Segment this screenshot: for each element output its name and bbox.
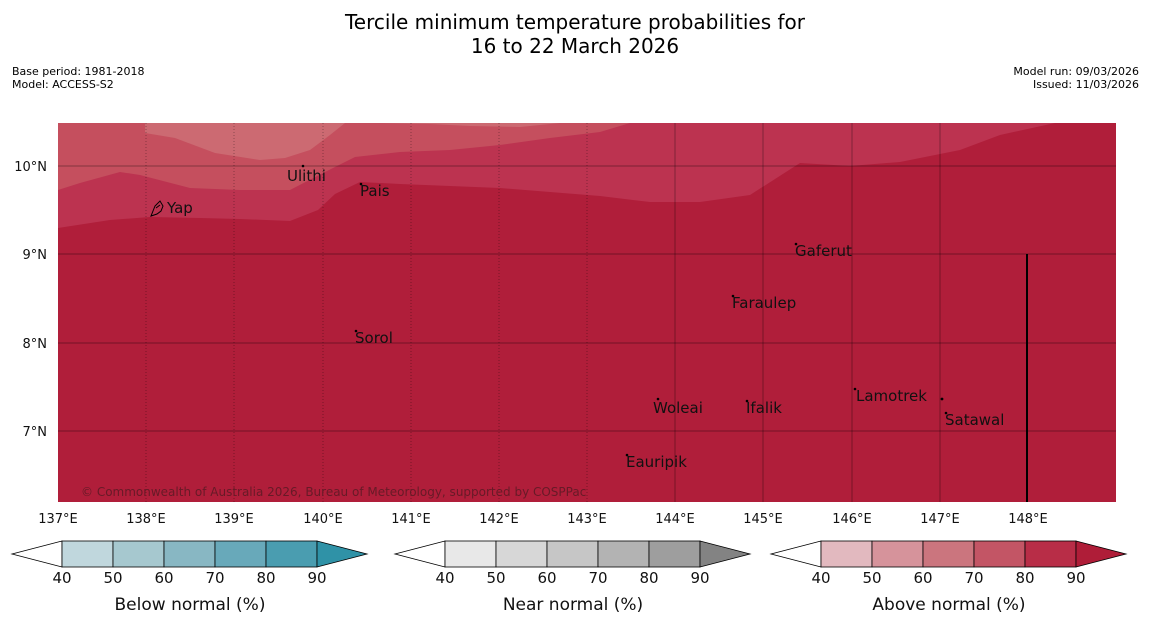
place-sorol: Sorol	[355, 329, 393, 347]
sorol-dot	[354, 329, 358, 333]
colorbar-below-tick: 60	[154, 569, 173, 587]
base-period: Base period: 1981-2018	[12, 65, 145, 78]
lon-label-138: 138°E	[126, 512, 166, 527]
colorbar-below-label: Below normal (%)	[115, 595, 266, 615]
lon-label-147: 147°E	[920, 512, 960, 527]
colorbar-below-segment	[214, 540, 267, 568]
colorbar-below-segment	[163, 540, 216, 568]
colorbar-near-tick: 80	[639, 569, 658, 587]
colorbar-below-segment	[265, 540, 318, 568]
colorbar-above-tick: 50	[862, 569, 881, 587]
colorbar-below-segment	[61, 540, 114, 568]
colorbar-above-low-extend	[769, 540, 822, 568]
colorbar-near-segment	[648, 540, 701, 568]
graticule	[58, 123, 1116, 502]
island-markers	[150, 164, 948, 457]
colorbar-above-segment	[1024, 540, 1077, 568]
lon-label-139: 139°E	[214, 512, 254, 527]
colorbar-near-tick: 40	[435, 569, 454, 587]
gaferut-dot	[794, 242, 798, 246]
lamotrek-east-dot	[940, 397, 944, 401]
colorbar-above-high-extend	[1075, 540, 1128, 568]
colorbar-above-segment	[820, 540, 873, 568]
colorbar-below-tick: 80	[256, 569, 275, 587]
colorbar-below-tick: 50	[103, 569, 122, 587]
colorbar-above-tick: 40	[811, 569, 830, 587]
lat-label-7: 7°N	[23, 425, 48, 440]
colorbar-near-tick: 70	[588, 569, 607, 587]
colorbar-below-tick: 90	[307, 569, 326, 587]
lon-label-144: 144°E	[655, 512, 695, 527]
colorbar-near-label: Near normal (%)	[503, 595, 643, 615]
colorbar-near-high-extend	[699, 540, 752, 568]
colorbar-near-normal: 40 50 60 70 80 90	[393, 540, 752, 587]
place-labels: Yap Ulithi Pais Gaferut Faraulep Sorol L…	[166, 167, 1004, 471]
latitude-labels: 10°N 9°N 8°N 7°N	[14, 160, 47, 440]
lat-label-8: 8°N	[23, 337, 48, 352]
place-gaferut: Gaferut	[795, 242, 852, 260]
colorbar-above-tick: 60	[913, 569, 932, 587]
colorbar-above-tick: 90	[1066, 569, 1085, 587]
colorbar-above-segment	[871, 540, 924, 568]
colorbar-below-low-extend	[10, 540, 63, 568]
place-ulithi: Ulithi	[287, 167, 326, 185]
colorbar-near-segment	[546, 540, 599, 568]
lon-label-146: 146°E	[832, 512, 872, 527]
place-woleai: Woleai	[653, 399, 703, 417]
faraulep-dot	[731, 294, 735, 298]
place-yap: Yap	[166, 199, 193, 217]
colorbar-below-tick: 70	[205, 569, 224, 587]
place-faraulep: Faraulep	[732, 294, 796, 312]
lon-label-145: 145°E	[743, 512, 783, 527]
field-60-70	[145, 123, 560, 160]
place-eauripik: Eauripik	[626, 453, 687, 471]
place-pais: Pais	[360, 182, 390, 200]
copyright-notice: © Commonwealth of Australia 2026, Bureau…	[81, 485, 586, 499]
pais-dot	[359, 182, 363, 186]
model-name: Model: ACCESS-S2	[12, 78, 114, 91]
colorbar-near-tick: 50	[486, 569, 505, 587]
lon-label-140: 140°E	[303, 512, 343, 527]
eauripik-dot	[625, 453, 629, 457]
place-ifalik: Ifalik	[746, 399, 782, 417]
lamotrek-dot	[853, 387, 857, 391]
issued-date: Issued: 11/03/2026	[1032, 78, 1139, 91]
colorbar-near-segment	[495, 540, 548, 568]
longitude-labels: 137°E 138°E 139°E 140°E 141°E 142°E 143°…	[38, 512, 1048, 527]
colorbar-near-segment	[597, 540, 650, 568]
colorbar-above-segment	[973, 540, 1026, 568]
ulithi-dot	[301, 164, 305, 168]
colorbar-above-tick: 70	[964, 569, 983, 587]
colorbar-above-label: Above normal (%)	[872, 595, 1025, 615]
yap-island-shape	[150, 200, 164, 217]
colorbar-below-segment	[112, 540, 165, 568]
colorbar-below-high-extend	[316, 540, 369, 568]
lat-label-10: 10°N	[14, 160, 47, 175]
lon-label-141: 141°E	[391, 512, 431, 527]
lon-label-143: 143°E	[567, 512, 607, 527]
colorbar-near-low-extend	[393, 540, 446, 568]
probability-field	[58, 123, 1116, 502]
title-line-2: 16 to 22 March 2026	[470, 34, 680, 58]
model-run: Model run: 09/03/2026	[1013, 65, 1139, 78]
place-satawal: Satawal	[945, 411, 1004, 429]
lon-label-142: 142°E	[479, 512, 519, 527]
colorbar-below-normal: 40 50 60 70 80 90	[10, 540, 369, 587]
colorbar-near-tick: 60	[537, 569, 556, 587]
colorbar-near-tick: 90	[690, 569, 709, 587]
colorbar-above-segment	[922, 540, 975, 568]
lon-label-137: 137°E	[38, 512, 78, 527]
woleai-dot	[656, 397, 660, 401]
lon-label-148: 148°E	[1008, 512, 1048, 527]
colorbar-near-segment	[444, 540, 497, 568]
title-line-1: Tercile minimum temperature probabilitie…	[344, 10, 806, 34]
lat-label-9: 9°N	[23, 248, 48, 263]
colorbar-below-tick: 40	[52, 569, 71, 587]
satawal-dot	[944, 411, 948, 415]
colorbar-above-tick: 80	[1015, 569, 1034, 587]
place-lamotrek: Lamotrek	[856, 387, 927, 405]
ifalik-dot	[745, 399, 749, 403]
colorbar-above-normal: 40 50 60 70 80 90	[769, 540, 1128, 587]
